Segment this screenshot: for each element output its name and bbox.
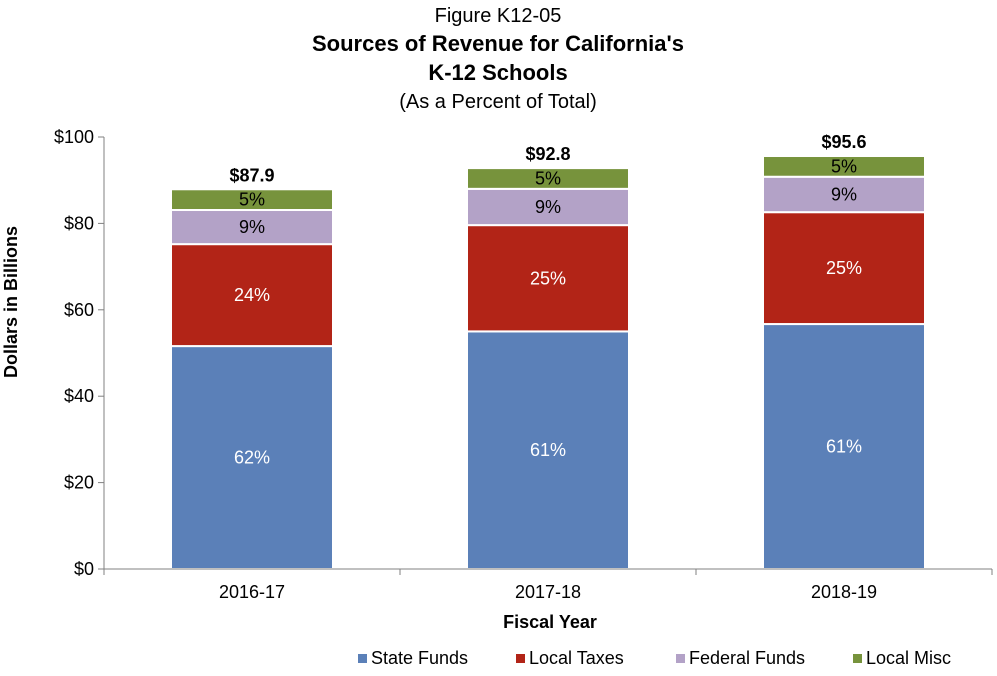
legend: State Funds Local Taxes Federal Funds Local… bbox=[358, 648, 951, 668]
figure-label: Figure K12-05 bbox=[435, 5, 562, 27]
bar-segment bbox=[466, 224, 630, 333]
bar-segment bbox=[466, 187, 630, 227]
x-tick-label: 2016-17 bbox=[219, 582, 285, 602]
legend-label: Local Taxes bbox=[529, 648, 624, 668]
legend-swatch bbox=[853, 654, 862, 663]
legend-item: Federal Funds bbox=[676, 648, 805, 668]
segment-data-label: 9% bbox=[535, 197, 561, 217]
bar-segment bbox=[466, 167, 630, 190]
legend-swatch bbox=[676, 654, 685, 663]
y-tick-label: $40 bbox=[64, 386, 94, 406]
bar-total-label: $95.6 bbox=[821, 132, 866, 152]
legend-label: Federal Funds bbox=[689, 648, 805, 668]
bar-segment bbox=[170, 209, 334, 246]
segment-data-label: 5% bbox=[831, 156, 857, 176]
segment-data-label: 5% bbox=[239, 190, 265, 210]
segment-data-label: 25% bbox=[826, 258, 862, 278]
chart-subtitle: (As a Percent of Total) bbox=[399, 91, 597, 113]
bar-stack-2016-17: 62% 24% 9% 5% $87.9 bbox=[170, 165, 334, 571]
x-tick-label: 2018-19 bbox=[811, 582, 877, 602]
legend-label: Local Misc bbox=[866, 648, 951, 668]
y-tick-label: $0 bbox=[74, 559, 94, 579]
legend-item: State Funds bbox=[358, 648, 468, 668]
segment-data-label: 61% bbox=[826, 437, 862, 457]
segment-data-label: 25% bbox=[530, 268, 566, 288]
bar-segment bbox=[762, 155, 926, 178]
segment-data-label: 9% bbox=[831, 184, 857, 204]
bar-stack-2017-18: 61% 25% 9% 5% $92.8 bbox=[466, 144, 630, 570]
x-axis-ticks: 2016-17 2017-18 2018-19 bbox=[103, 569, 993, 602]
bar-stack-2018-19: 61% 25% 9% 5% $95.6 bbox=[762, 132, 926, 570]
axes bbox=[103, 137, 992, 570]
legend-swatch bbox=[358, 654, 367, 663]
bar-segment bbox=[170, 188, 334, 212]
chart-title-line-1: Sources of Revenue for California's bbox=[312, 31, 684, 56]
segment-data-label: 24% bbox=[234, 285, 270, 305]
y-tick-label: $60 bbox=[64, 300, 94, 320]
chart-title-line-2: K-12 Schools bbox=[428, 60, 567, 85]
x-axis-title: Fiscal Year bbox=[503, 612, 597, 632]
legend-item: Local Misc bbox=[853, 648, 951, 668]
bar-segment bbox=[762, 211, 926, 326]
bar-segment bbox=[762, 323, 926, 570]
bar-segments: 62% 24% 9% 5% $87.9 61% 25% 9% 5% $92.8 61% 25% 9% 5%… bbox=[170, 132, 926, 571]
y-axis-ticks: $0 $20 $40 $60 $80 $100 bbox=[54, 127, 104, 579]
bar-segment bbox=[170, 243, 334, 348]
y-tick-label: $100 bbox=[54, 127, 94, 147]
legend-label: State Funds bbox=[371, 648, 468, 668]
segment-data-label: 9% bbox=[239, 217, 265, 237]
segment-data-label: 5% bbox=[535, 168, 561, 188]
x-tick-label: 2017-18 bbox=[515, 582, 581, 602]
legend-swatch bbox=[516, 654, 525, 663]
y-tick-label: $20 bbox=[64, 473, 94, 493]
bar-total-label: $92.8 bbox=[525, 144, 570, 164]
legend-item: Local Taxes bbox=[516, 648, 624, 668]
y-axis-title: Dollars in Billions bbox=[1, 226, 21, 378]
segment-data-label: 62% bbox=[234, 448, 270, 468]
segment-data-label: 61% bbox=[530, 440, 566, 460]
bar-total-label: $87.9 bbox=[229, 165, 274, 185]
y-tick-label: $80 bbox=[64, 213, 94, 233]
